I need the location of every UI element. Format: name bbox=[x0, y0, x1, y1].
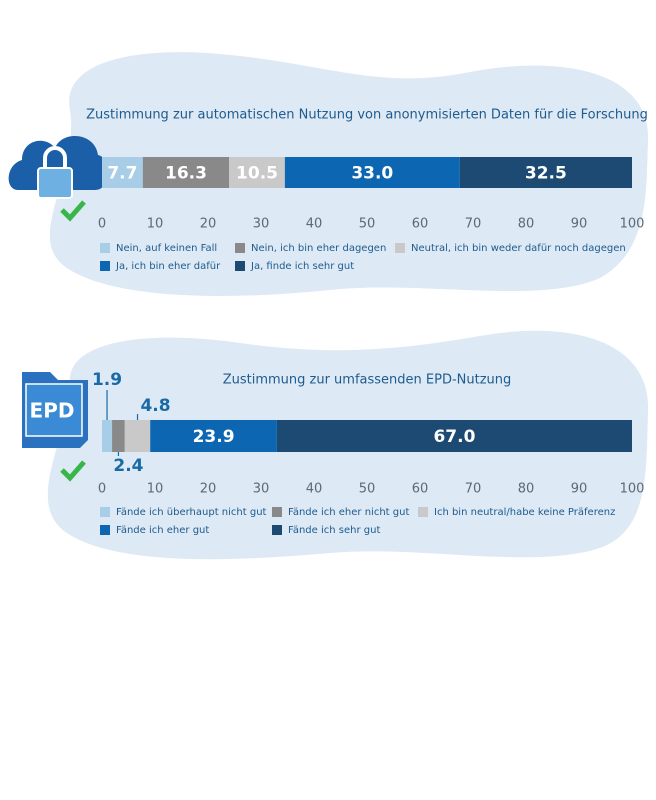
bar-segment bbox=[459, 157, 632, 188]
value-label: 2.4 bbox=[113, 456, 143, 476]
value-label: 33.0 bbox=[351, 164, 393, 184]
legend-swatch bbox=[235, 243, 245, 253]
legend-swatch bbox=[100, 525, 110, 535]
legend-swatch bbox=[100, 261, 110, 271]
x-tick-label: 80 bbox=[518, 217, 535, 232]
bar-segment bbox=[124, 420, 151, 452]
legend-swatch bbox=[272, 525, 282, 535]
legend-swatch bbox=[418, 507, 428, 517]
legend-label: Fände ich eher nicht gut bbox=[288, 507, 409, 518]
x-tick-label: 70 bbox=[465, 482, 482, 497]
legend-swatch bbox=[100, 243, 110, 253]
bar-segment bbox=[229, 157, 285, 188]
x-tick-label: 70 bbox=[465, 217, 482, 232]
bar-segment bbox=[142, 157, 230, 188]
legend-swatch bbox=[235, 261, 245, 271]
x-tick-label: 10 bbox=[147, 482, 164, 497]
cloud-lock-icon bbox=[8, 135, 109, 222]
x-tick-label: 90 bbox=[571, 482, 588, 497]
bar-segment bbox=[284, 157, 460, 188]
chart-title: Zustimmung zur automatischen Nutzung von… bbox=[86, 108, 648, 123]
bar-segment bbox=[112, 420, 125, 452]
x-tick-label: 20 bbox=[200, 482, 217, 497]
x-tick-label: 100 bbox=[620, 217, 645, 232]
x-tick-label: 40 bbox=[306, 217, 323, 232]
legend-swatch bbox=[395, 243, 405, 253]
value-label: 32.5 bbox=[525, 164, 567, 184]
epd-folder-icon: EPD bbox=[22, 372, 88, 482]
value-label: 67.0 bbox=[433, 427, 475, 447]
legend-swatch bbox=[100, 507, 110, 517]
legend-label: Fände ich überhaupt nicht gut bbox=[116, 507, 267, 518]
x-tick-label: 100 bbox=[620, 482, 645, 497]
x-tick-label: 60 bbox=[412, 217, 429, 232]
x-tick-label: 30 bbox=[253, 217, 270, 232]
x-tick-label: 90 bbox=[571, 217, 588, 232]
svg-text:EPD: EPD bbox=[30, 399, 75, 423]
x-tick-label: 0 bbox=[98, 482, 106, 497]
x-tick-label: 80 bbox=[518, 482, 535, 497]
chart-title: Zustimmung zur umfassenden EPD-Nutzung bbox=[223, 373, 512, 388]
bar-segment bbox=[150, 420, 277, 452]
legend-label: Nein, ich bin eher dagegen bbox=[251, 243, 386, 254]
legend-label: Ich bin neutral/habe keine Präferenz bbox=[434, 507, 615, 518]
x-tick-label: 60 bbox=[412, 482, 429, 497]
value-label: 4.8 bbox=[140, 396, 170, 416]
bar-segment bbox=[276, 420, 632, 452]
value-label: 23.9 bbox=[193, 427, 235, 447]
x-tick-label: 10 bbox=[147, 217, 164, 232]
value-label: 7.7 bbox=[107, 164, 137, 184]
x-tick-label: 40 bbox=[306, 482, 323, 497]
x-tick-label: 20 bbox=[200, 217, 217, 232]
value-label: 1.9 bbox=[92, 370, 122, 390]
x-tick-label: 50 bbox=[359, 217, 376, 232]
bar-segment bbox=[102, 420, 113, 452]
legend-swatch bbox=[272, 507, 282, 517]
value-label: 16.3 bbox=[165, 164, 207, 184]
bar-segment bbox=[102, 157, 143, 188]
legend-label: Ja, ich bin eher dafür bbox=[115, 261, 221, 272]
value-label: 10.5 bbox=[236, 164, 278, 184]
x-tick-label: 0 bbox=[98, 217, 106, 232]
x-tick-label: 30 bbox=[253, 482, 270, 497]
legend-label: Fände ich eher gut bbox=[116, 525, 209, 536]
legend-label: Neutral, ich bin weder dafür noch dagege… bbox=[411, 243, 626, 254]
legend-label: Ja, finde ich sehr gut bbox=[250, 261, 354, 272]
legend-label: Nein, auf keinen Fall bbox=[116, 243, 217, 254]
legend-label: Fände ich sehr gut bbox=[288, 525, 380, 536]
x-tick-label: 50 bbox=[359, 482, 376, 497]
